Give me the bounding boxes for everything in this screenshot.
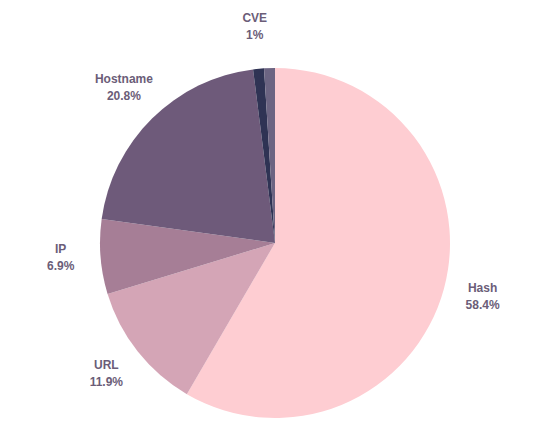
svg-text:CVE: CVE	[242, 11, 267, 25]
svg-text:11.9%: 11.9%	[90, 375, 124, 389]
svg-text:58.4%: 58.4%	[466, 298, 500, 312]
svg-text:Hostname: Hostname	[95, 72, 153, 86]
svg-text:URL: URL	[94, 358, 119, 372]
svg-text:Hash: Hash	[468, 281, 497, 295]
svg-text:1%: 1%	[246, 28, 264, 42]
svg-text:20.8%: 20.8%	[107, 89, 141, 103]
svg-text:6.9%: 6.9%	[47, 259, 75, 273]
svg-text:IP: IP	[55, 242, 66, 256]
